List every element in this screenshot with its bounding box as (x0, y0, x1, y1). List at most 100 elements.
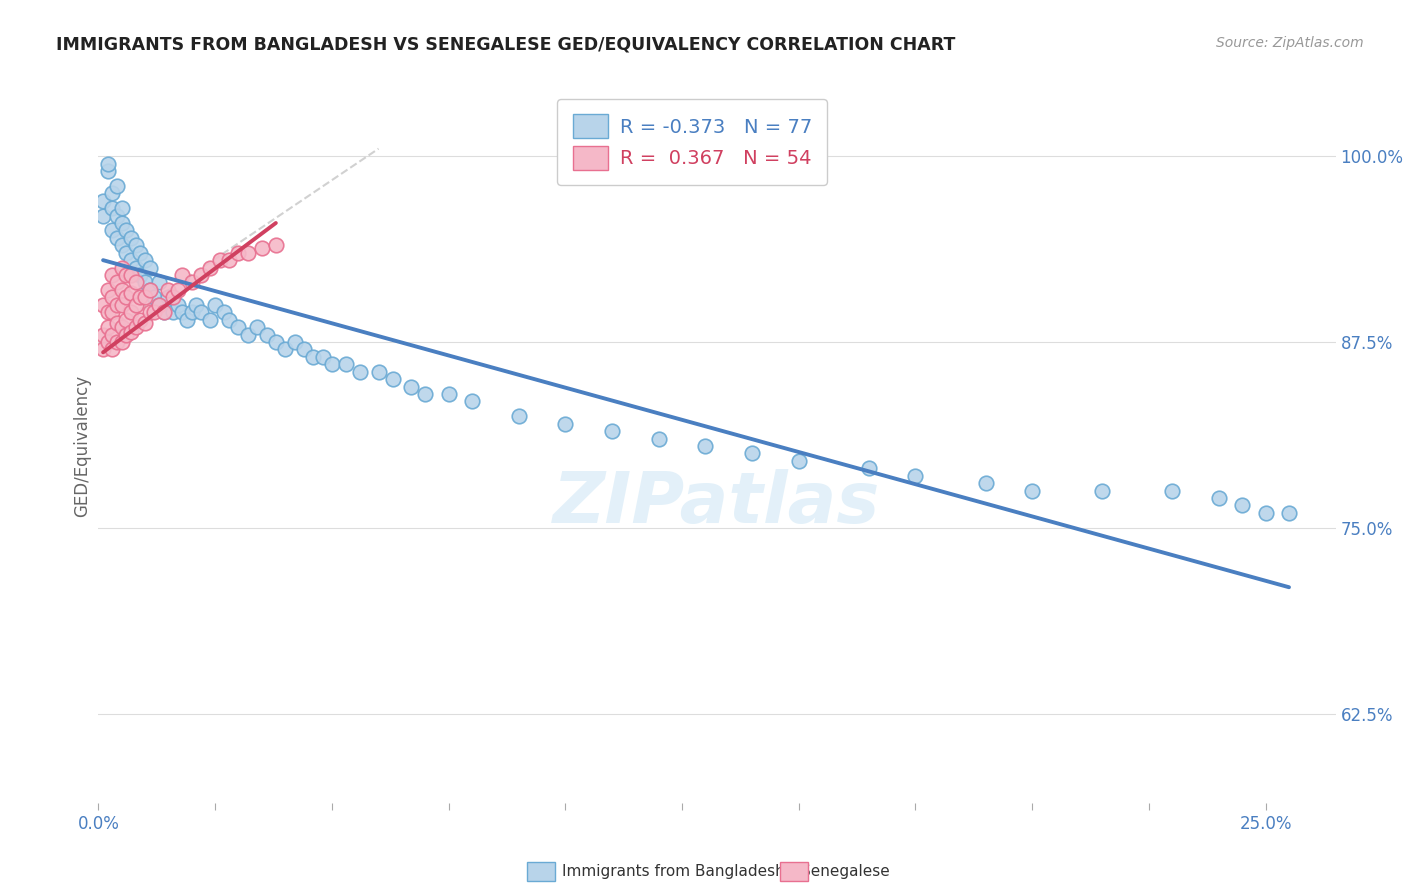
Point (111, 283, 134, 297)
Point (115, 268, 138, 282)
Point (111, 320, 134, 334)
Point (101, 327, 124, 342)
Point (134, 290, 156, 304)
Point (91, 209, 114, 223)
Point (264, 238, 287, 252)
Point (437, 387, 460, 401)
Point (115, 223, 138, 237)
Point (554, 417, 576, 431)
Point (125, 276, 148, 290)
Point (208, 253, 231, 268)
Point (139, 283, 162, 297)
Point (120, 325, 142, 339)
Point (91, 327, 114, 342)
Point (115, 312, 138, 326)
Text: Source: ZipAtlas.com: Source: ZipAtlas.com (1216, 36, 1364, 50)
Point (508, 409, 530, 424)
Point (157, 290, 180, 304)
Point (148, 298, 170, 312)
Point (172, 305, 194, 319)
Point (302, 350, 325, 364)
Point (1021, 483, 1043, 498)
Point (741, 446, 763, 460)
Point (600, 424, 623, 438)
Y-axis label: GED/Equivalency: GED/Equivalency (73, 375, 91, 517)
Point (172, 268, 194, 282)
Point (91, 343, 114, 357)
Point (134, 316, 156, 330)
Point (105, 298, 128, 312)
Point (236, 327, 259, 342)
Point (111, 238, 134, 252)
Point (349, 365, 371, 379)
Point (166, 298, 188, 312)
Point (200, 312, 222, 326)
Point (105, 276, 128, 290)
Point (143, 305, 166, 319)
Point (111, 216, 134, 230)
Point (256, 327, 278, 342)
Point (91, 298, 114, 312)
Point (321, 357, 343, 371)
Point (904, 468, 927, 483)
Point (97, 283, 120, 297)
Point (246, 320, 269, 334)
Point (176, 312, 198, 326)
Point (214, 305, 236, 319)
Point (787, 454, 810, 468)
Point (120, 285, 142, 300)
Point (461, 394, 484, 409)
Point (250, 241, 273, 255)
Point (129, 245, 152, 260)
Point (125, 260, 148, 275)
Point (1161, 483, 1184, 498)
Point (858, 461, 880, 475)
Point (105, 231, 128, 245)
Point (129, 290, 152, 304)
Point (381, 372, 404, 386)
Point (115, 290, 138, 304)
Point (180, 276, 202, 290)
Point (647, 432, 669, 446)
Point (180, 305, 202, 319)
Point (105, 316, 128, 330)
Point (125, 320, 148, 334)
Point (120, 305, 142, 319)
Point (148, 276, 170, 290)
Point (97, 156, 120, 170)
Point (134, 276, 156, 290)
Point (1278, 506, 1301, 520)
Point (111, 334, 134, 349)
Point (228, 320, 250, 334)
Point (125, 298, 148, 312)
Point (115, 327, 138, 342)
Point (1208, 491, 1230, 505)
Point (101, 290, 124, 304)
Point (1232, 499, 1254, 513)
Point (152, 305, 174, 319)
Point (105, 178, 128, 193)
Point (139, 283, 162, 297)
Point (101, 223, 124, 237)
Point (292, 343, 315, 357)
Point (97, 164, 120, 178)
Point (91, 194, 114, 208)
Point (264, 334, 287, 349)
Text: Immigrants from Bangladesh: Immigrants from Bangladesh (562, 863, 785, 879)
Point (134, 253, 156, 268)
Point (139, 260, 162, 275)
Point (162, 305, 184, 319)
Point (101, 268, 124, 282)
Point (101, 186, 124, 201)
Point (162, 290, 184, 304)
Point (166, 283, 188, 297)
Point (218, 312, 240, 326)
Point (120, 231, 142, 245)
Point (105, 209, 128, 223)
Point (120, 253, 142, 268)
Point (283, 334, 305, 349)
Point (129, 312, 152, 326)
Point (101, 201, 124, 215)
Point (139, 305, 162, 319)
Text: IMMIGRANTS FROM BANGLADESH VS SENEGALESE GED/EQUIVALENCY CORRELATION CHART: IMMIGRANTS FROM BANGLADESH VS SENEGALESE… (56, 36, 956, 54)
